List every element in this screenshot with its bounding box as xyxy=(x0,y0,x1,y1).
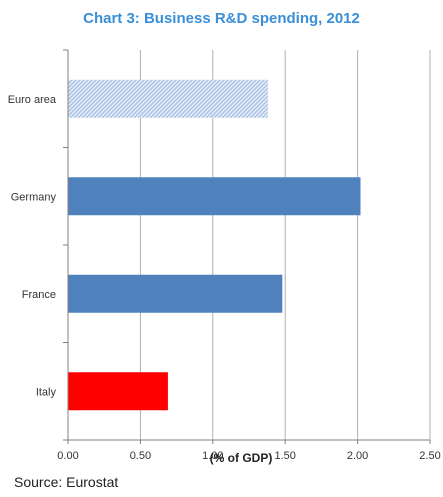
bar-germany xyxy=(68,177,361,216)
x-tick-label: 1.00 xyxy=(202,450,223,462)
x-axis-title: (% of GDP) xyxy=(210,451,273,465)
x-tick-label: 0.50 xyxy=(130,450,151,462)
chart-title: Chart 3: Business R&D spending, 2012 xyxy=(83,10,360,27)
bar-france xyxy=(68,274,283,313)
y-category-label: Euro area xyxy=(8,94,57,106)
x-tick-label: 2.00 xyxy=(347,450,368,462)
axes xyxy=(63,49,431,444)
x-tick-label: 0.00 xyxy=(57,450,78,462)
bar-euro-area xyxy=(68,79,268,118)
y-category-label: Italy xyxy=(36,386,57,398)
labels: 0.00 0.50 1.00 1.50 2.00 2.50 Euro area Germany… xyxy=(8,94,441,465)
source-note: Source: Eurostat xyxy=(14,474,119,490)
bars xyxy=(68,79,361,411)
y-category-label: Germany xyxy=(11,191,57,203)
x-tick-label: 1.50 xyxy=(274,450,295,462)
y-category-label: France xyxy=(22,289,56,301)
bar-italy xyxy=(68,372,168,411)
x-tick-label: 2.50 xyxy=(419,450,440,462)
